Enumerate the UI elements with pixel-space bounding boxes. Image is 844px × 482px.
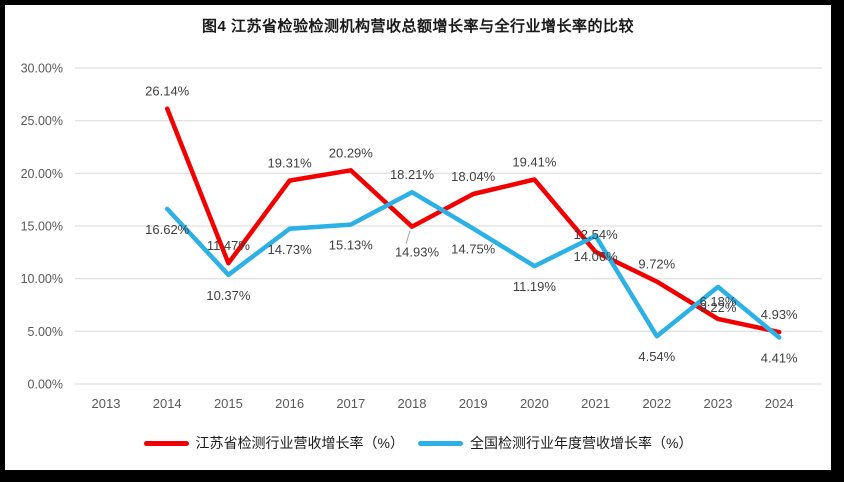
- gridlines: [75, 67, 822, 385]
- data-label: 14.06%: [574, 249, 619, 264]
- x-tick-label: 2016: [275, 396, 304, 411]
- data-label: 20.29%: [329, 145, 374, 160]
- series-line-national: [164, 189, 782, 340]
- leader-line: [405, 230, 411, 244]
- chart-legend: 江苏省检测行业营收增长率（%） 全国检测行业年度营收增长率（%）: [5, 433, 831, 453]
- data-label: 9.22%: [700, 300, 737, 315]
- y-tick-label: 10.00%: [21, 272, 63, 286]
- y-axis-tick-labels: 30.00% 25.00% 20.00% 15.00% 10.00% 5.00% 0.00%: [21, 62, 63, 392]
- x-tick-label: 2021: [581, 396, 610, 411]
- x-tick-label: 2017: [336, 396, 365, 411]
- data-label: 14.93%: [395, 245, 440, 260]
- data-label: 11.19%: [513, 279, 557, 294]
- data-label: 16.62%: [145, 222, 190, 237]
- data-label: 6.18%: [700, 294, 737, 309]
- data-label: 4.93%: [761, 307, 798, 322]
- data-label: 19.31%: [268, 156, 313, 171]
- data-label: 18.04%: [451, 169, 496, 184]
- legend-label-national: 全国检测行业年度营收增长率（%）: [470, 435, 693, 451]
- y-tick-label: 15.00%: [21, 220, 63, 234]
- legend-label-jiangsu: 江苏省检测行业营收增长率（%）: [195, 435, 404, 451]
- data-label: 14.73%: [268, 242, 313, 257]
- x-tick-label: 2022: [642, 396, 671, 411]
- x-tick-label: 2023: [704, 396, 733, 411]
- line-chart-plot: 30.00% 25.00% 20.00% 15.00% 10.00% 5.00% 0.00%…: [21, 62, 822, 411]
- data-label: 19.41%: [512, 155, 557, 170]
- data-label: 26.14%: [145, 84, 190, 99]
- data-label: 14.75%: [451, 242, 496, 257]
- data-label: 11.47%: [207, 238, 251, 253]
- x-tick-label: 2019: [459, 396, 488, 411]
- data-label: 18.21%: [390, 167, 435, 182]
- x-tick-label: 2018: [398, 396, 427, 411]
- data-label: 12.54%: [574, 227, 619, 242]
- series-line-jiangsu: [164, 106, 782, 335]
- data-label: 15.13%: [329, 238, 374, 253]
- x-tick-label: 2014: [153, 396, 182, 411]
- label-leader-lines: [405, 230, 411, 244]
- y-tick-label: 30.00%: [21, 62, 63, 76]
- x-tick-label: 2015: [214, 396, 243, 411]
- legend-item-jiangsu: 江苏省检测行业营收增长率（%）: [143, 433, 404, 453]
- y-tick-label: 5.00%: [28, 325, 63, 339]
- x-tick-label: 2013: [92, 396, 121, 411]
- legend-swatch-jiangsu-red-line: [143, 440, 189, 446]
- data-label: 4.54%: [638, 349, 675, 364]
- chart-title: 图4 江苏省检验检测机构营收总额增长率与全行业增长率的比较: [201, 18, 634, 35]
- legend-item-national: 全国检测行业年度营收增长率（%）: [418, 433, 692, 453]
- x-tick-label: 2024: [765, 396, 794, 411]
- y-tick-label: 25.00%: [21, 114, 63, 128]
- data-label: 4.41%: [761, 351, 798, 366]
- data-label: 9.72%: [638, 257, 675, 272]
- data-labels: 26.14% 11.47% 19.31% 20.29% 14.93% 18.04% 19.4…: [145, 84, 798, 366]
- x-tick-label: 2020: [520, 396, 549, 411]
- y-tick-label: 20.00%: [21, 167, 63, 181]
- legend-swatch-national-blue-line: [418, 440, 463, 446]
- x-axis-tick-labels: 2013 2014 2015 2016 2017 2018 2019 2020 2021 2022…: [92, 396, 794, 411]
- data-label: 10.37%: [206, 288, 251, 303]
- y-tick-label: 0.00%: [28, 378, 63, 392]
